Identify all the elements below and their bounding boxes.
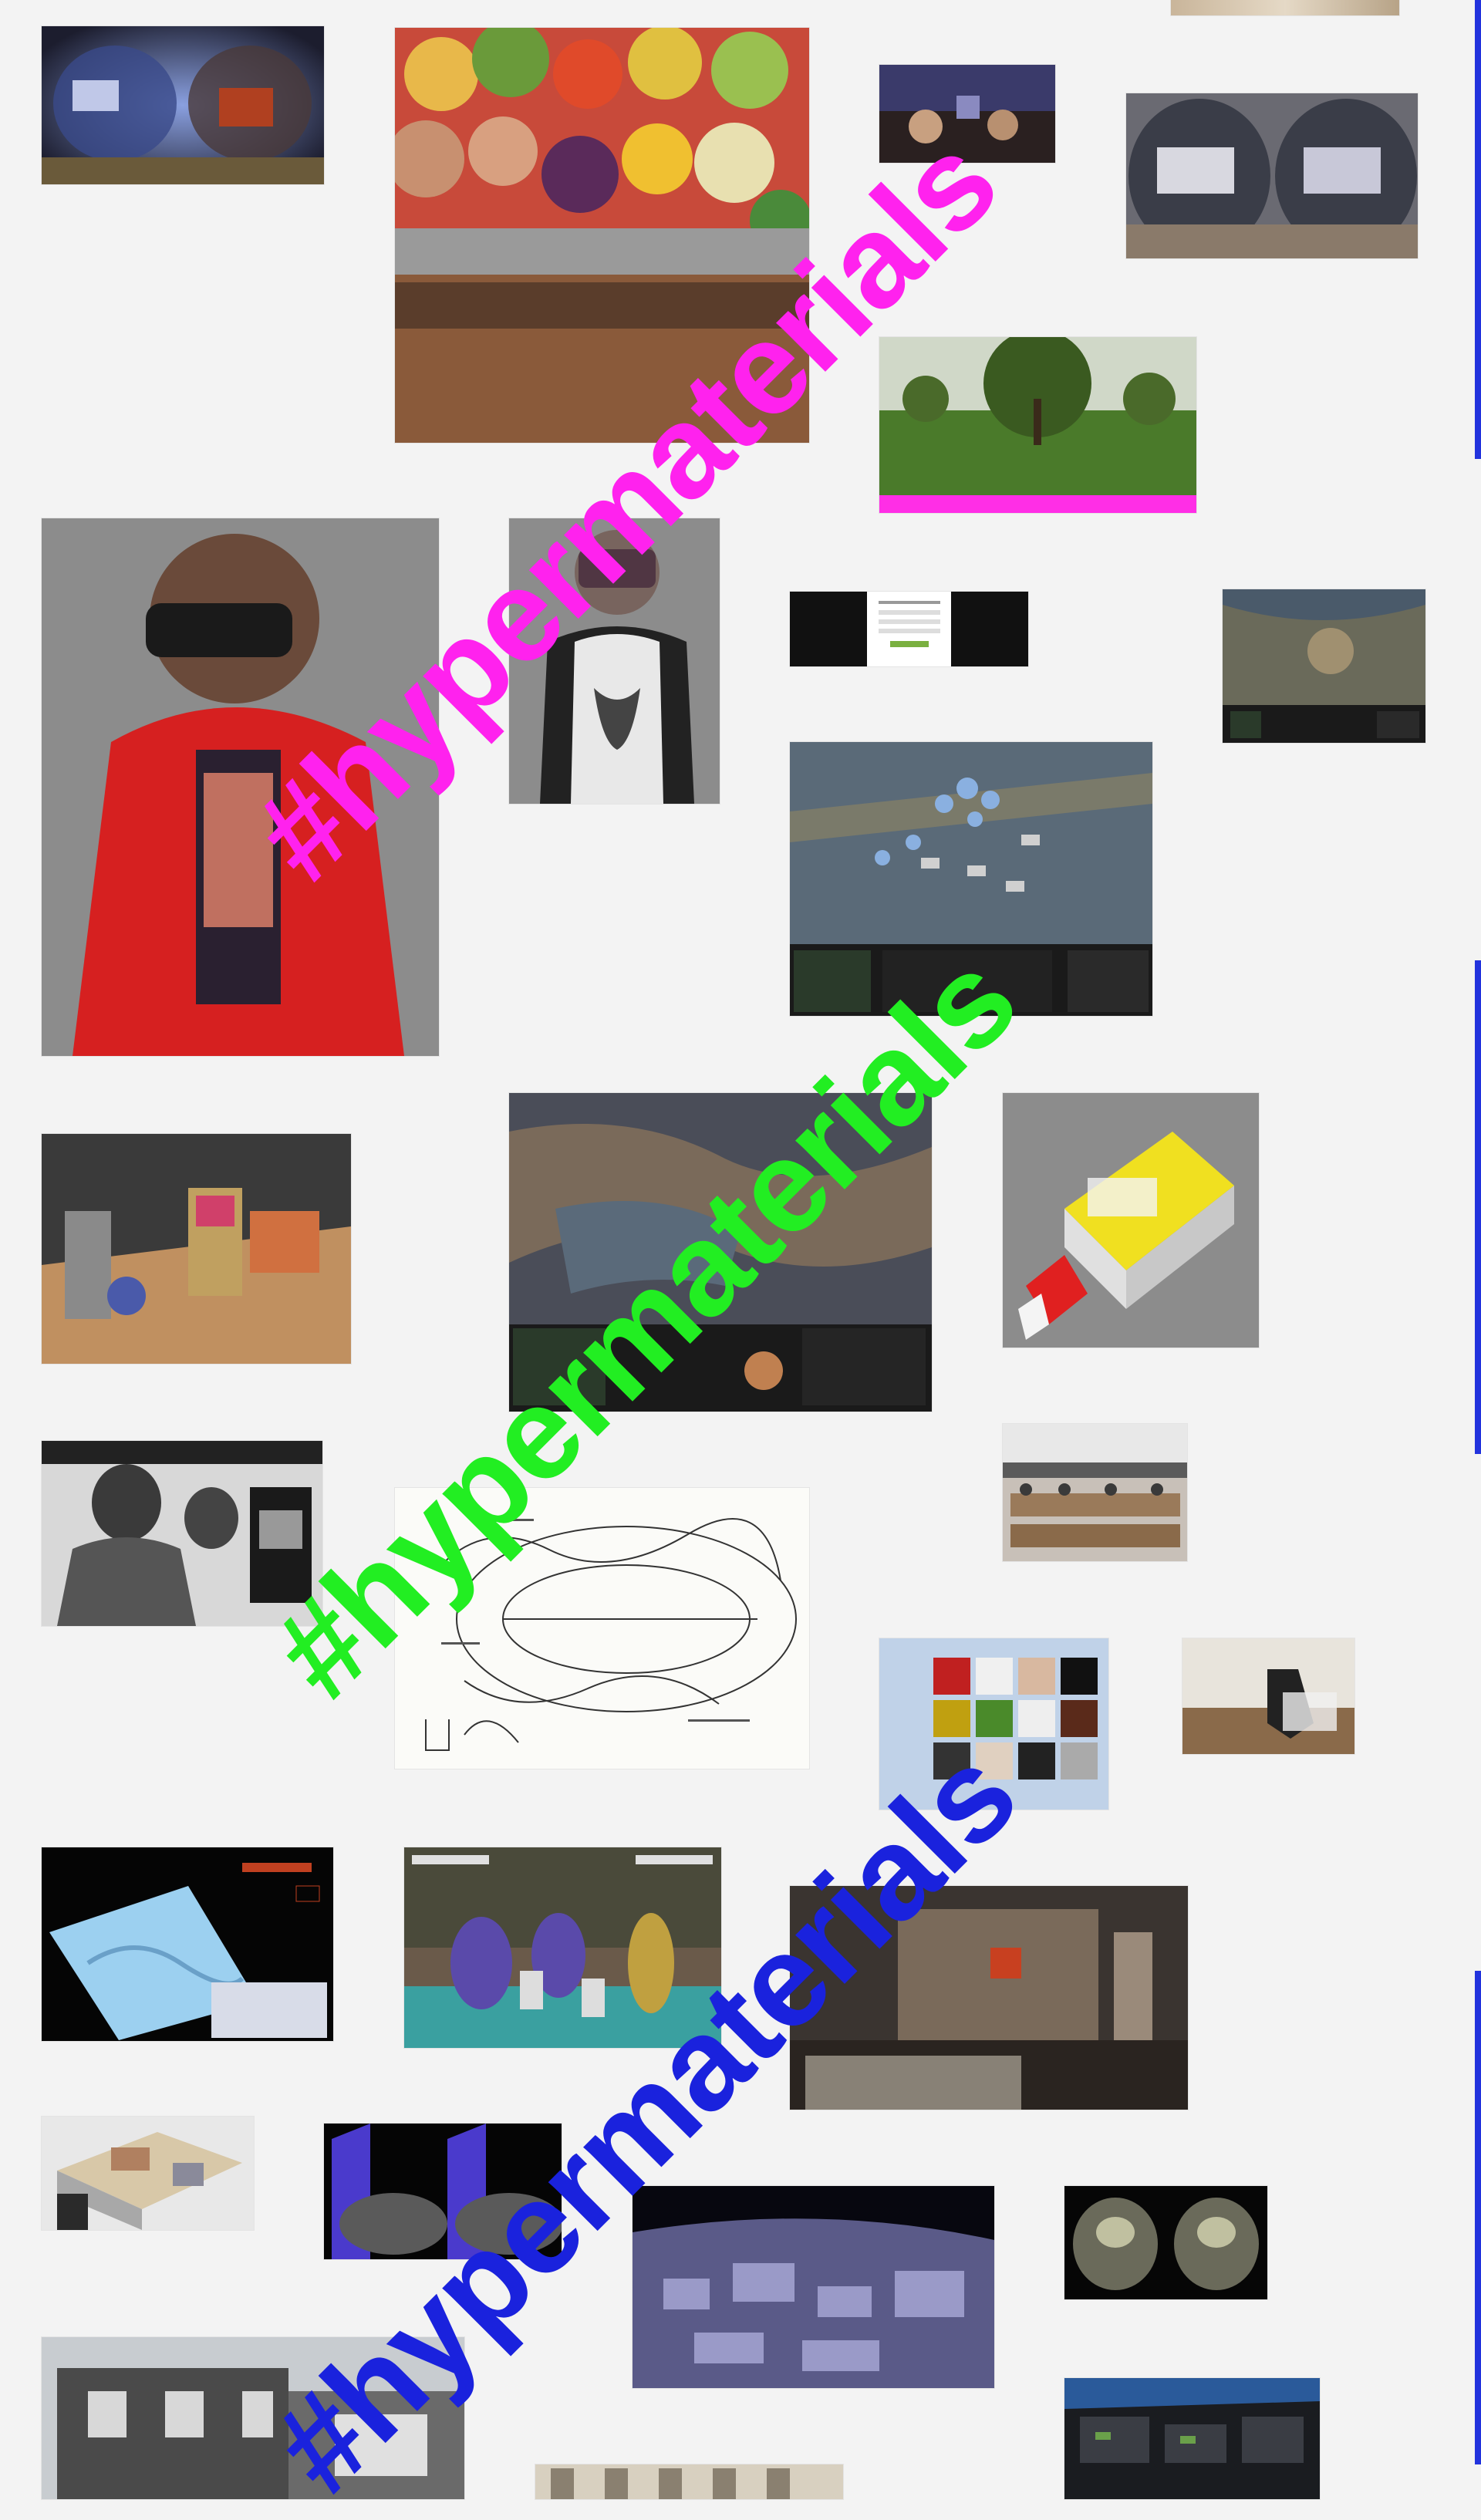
studio-panorama-thumb[interactable] — [1126, 93, 1418, 258]
hand-drawn-map-thumb[interactable] — [395, 1488, 809, 1769]
dark-interior-room-thumb[interactable] — [790, 1886, 1188, 2110]
dog-video-thumb[interactable] — [1182, 1638, 1354, 1754]
cockpit-thumb[interactable] — [1064, 2378, 1320, 2499]
night-city-aerial-thumb[interactable] — [633, 2186, 994, 2388]
person-vr-headset-red-jacket-thumb[interactable] — [42, 518, 439, 1056]
panorama-interior-thumb[interactable] — [42, 26, 324, 184]
starcraft-small-thumb[interactable] — [1223, 589, 1425, 743]
arcade-players-bw-thumb[interactable] — [42, 1441, 322, 1626]
vr-split-view-thumb[interactable] — [324, 2124, 562, 2259]
scroll-indicator-rule — [1475, 0, 1481, 459]
face-grid-thumb[interactable] — [879, 1638, 1108, 1810]
scroll-indicator-rule — [1475, 1971, 1481, 2464]
3d-building-model-thumb[interactable] — [1003, 1093, 1259, 1348]
arcade-installation-thumb[interactable] — [42, 1134, 351, 1364]
child-vr-headset-thumb[interactable] — [509, 518, 720, 804]
vegetable-market-thumb[interactable] — [395, 28, 809, 443]
stereo-frog-thumb[interactable] — [1064, 2186, 1267, 2299]
terrain-model-thumb[interactable] — [42, 1847, 333, 2041]
park-panorama-thumb[interactable] — [879, 337, 1196, 513]
arcade-beat-em-up-thumb[interactable] — [404, 1847, 721, 2048]
starcraft-map-thumb[interactable] — [509, 1093, 932, 1412]
conference-room-thumb[interactable] — [1003, 1424, 1187, 1561]
scroll-indicator-rule — [1475, 960, 1481, 1454]
web-form-screenshot-thumb[interactable] — [790, 592, 1028, 666]
top-cropped-thumb[interactable] — [1171, 0, 1399, 15]
starcraft-battle-thumb[interactable] — [790, 742, 1152, 1016]
street-houses-thumb[interactable] — [42, 2337, 464, 2499]
small-panorama-thumb[interactable] — [879, 65, 1055, 163]
ceiling-dome-thumb[interactable] — [535, 2464, 843, 2499]
isometric-room-thumb[interactable] — [42, 2117, 254, 2230]
